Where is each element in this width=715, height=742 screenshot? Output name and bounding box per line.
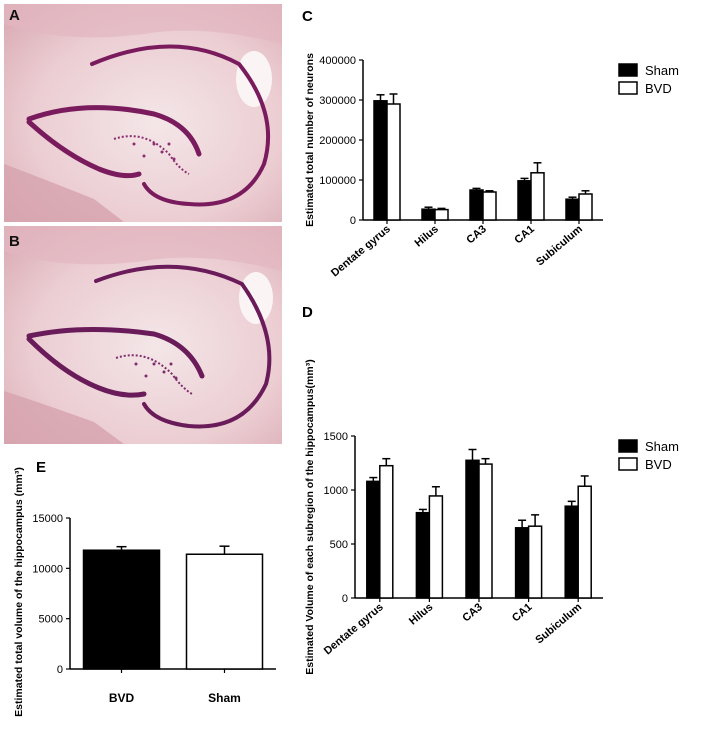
bar-sham bbox=[469, 189, 484, 221]
x-tick-label: Dentate gyrus bbox=[329, 223, 393, 279]
bar-sham bbox=[373, 100, 388, 221]
bar-sham bbox=[514, 527, 530, 599]
y-tick-label: 15000 bbox=[32, 513, 63, 525]
x-tick-label: BVD bbox=[109, 691, 135, 705]
legend-label-sham: Sham bbox=[645, 63, 679, 78]
legend-swatch-bvd bbox=[618, 457, 638, 471]
y-tick-label: 1000 bbox=[324, 485, 348, 497]
y-tick-label: 10000 bbox=[32, 563, 63, 575]
bar-sham bbox=[564, 505, 579, 599]
x-tick-label: CA1 bbox=[512, 223, 537, 246]
y-tick-label: 300000 bbox=[319, 95, 356, 107]
panel-label-b: B bbox=[9, 233, 20, 250]
panel-label-a: A bbox=[9, 7, 20, 24]
bar-bvd bbox=[386, 103, 401, 221]
x-tick-label: Subiculum bbox=[534, 223, 585, 268]
y-tick-label: 0 bbox=[342, 593, 348, 605]
y-tick-label: 500 bbox=[330, 539, 348, 551]
y-tick-label: 0 bbox=[350, 215, 356, 227]
bar-bvd bbox=[82, 549, 161, 670]
panel-label-c: C bbox=[302, 8, 313, 25]
x-tick-label: Sham bbox=[208, 691, 241, 705]
bar-bvd bbox=[478, 463, 493, 599]
bar-sham bbox=[421, 208, 436, 221]
histology-image-b bbox=[4, 226, 282, 444]
legend-swatch-bvd bbox=[618, 81, 638, 95]
x-tick-label: Hilus bbox=[413, 223, 441, 249]
bar-sham bbox=[366, 480, 381, 599]
bar-bvd bbox=[578, 193, 593, 221]
x-tick-label: CA1 bbox=[510, 601, 535, 624]
bar-sham bbox=[415, 511, 431, 599]
y-tick-label: 100000 bbox=[319, 175, 356, 187]
bar-bvd bbox=[577, 485, 592, 599]
panel-label-d: D bbox=[302, 304, 313, 321]
chart-e-total-volume: 0 5000 10000 15000 BVD Sham Estimated total vo… bbox=[13, 467, 276, 717]
legend-label-sham: Sham bbox=[645, 439, 679, 454]
y-axis-title: Estimated total number of neurons bbox=[304, 53, 316, 227]
histology-image-a bbox=[4, 4, 282, 222]
bar-bvd bbox=[482, 191, 497, 221]
legend-label-bvd: BVD bbox=[645, 81, 672, 96]
bar-sham bbox=[517, 180, 532, 221]
y-tick-label: 5000 bbox=[39, 614, 63, 626]
bar-sham bbox=[185, 553, 264, 670]
legend-swatch-sham bbox=[618, 63, 638, 77]
y-tick-label: 400000 bbox=[319, 55, 356, 67]
bar-bvd bbox=[379, 464, 394, 599]
y-axis-title: Estimated Volume of each subregion of th… bbox=[304, 359, 316, 674]
legend-swatch-sham bbox=[618, 439, 638, 453]
y-tick-label: 0 bbox=[57, 664, 63, 676]
bar-sham bbox=[465, 459, 480, 599]
x-tick-label: CA3 bbox=[464, 223, 489, 246]
x-tick-label: Hilus bbox=[407, 601, 435, 627]
chart-c-neuron-counts: 0 100000 200000 300000 400000 Dentate gyrus Hi… bbox=[304, 53, 679, 280]
legend-label-bvd: BVD bbox=[645, 457, 672, 472]
bar-sham bbox=[565, 198, 580, 221]
bar-bvd bbox=[428, 495, 444, 599]
x-tick-label: Subiculum bbox=[533, 601, 584, 646]
x-tick-label: Dentate gyrus bbox=[322, 601, 386, 657]
y-tick-label: 200000 bbox=[319, 135, 356, 147]
y-axis-title: Estimated total volume of the hippocampu… bbox=[13, 467, 25, 717]
chart-d-subregion-volumes: 0 500 1000 1500 Dentate gyrus Hilus CA3 CA1Subi… bbox=[304, 359, 679, 674]
bar-bvd bbox=[434, 208, 449, 221]
bar-bvd bbox=[527, 525, 543, 599]
x-tick-label: CA3 bbox=[460, 601, 485, 624]
panel-label-e: E bbox=[36, 459, 47, 476]
y-tick-label: 1500 bbox=[324, 431, 348, 443]
bar-bvd bbox=[530, 172, 545, 221]
